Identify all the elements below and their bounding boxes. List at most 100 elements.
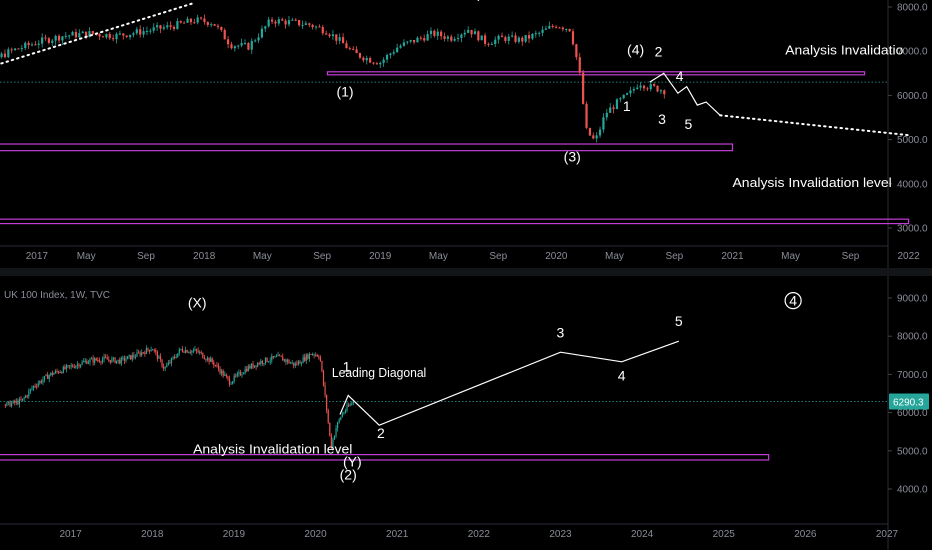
candle-body xyxy=(332,439,334,448)
wave-label: (Y) xyxy=(343,453,362,469)
candle-body xyxy=(125,35,128,38)
candle-body xyxy=(571,31,575,45)
candle-body xyxy=(41,37,44,44)
candle-body xyxy=(172,357,174,359)
wave-label: 3 xyxy=(658,111,666,127)
candle-body xyxy=(286,360,289,362)
candle-body xyxy=(615,99,619,110)
candle-body xyxy=(284,20,287,25)
candle-body xyxy=(18,399,21,405)
candle-body xyxy=(68,365,71,367)
candle-body xyxy=(210,24,213,26)
candle-body xyxy=(178,349,180,354)
x-tick-label: Sep xyxy=(137,251,155,262)
candle-body xyxy=(285,359,287,362)
x-tick-label: Sep xyxy=(489,251,507,262)
candle-body xyxy=(316,354,318,357)
candle-body xyxy=(200,352,202,354)
candle-body xyxy=(337,422,339,429)
candle-body xyxy=(642,85,646,89)
y-tick-label: 6000.0 xyxy=(897,408,928,419)
wave-projection-path xyxy=(649,72,721,116)
candle-body xyxy=(74,31,78,38)
candle-body xyxy=(544,28,548,30)
candle-body xyxy=(210,358,212,362)
candle-body xyxy=(283,359,285,361)
x-tick-label: 2022 xyxy=(468,529,491,540)
candle-body xyxy=(252,363,254,368)
candle-body xyxy=(109,359,111,363)
candle-body xyxy=(319,357,321,361)
candle-body xyxy=(10,403,13,407)
candle-body xyxy=(497,35,500,40)
candle-body xyxy=(565,28,568,30)
candle-body xyxy=(296,363,298,365)
candle-body xyxy=(184,349,187,353)
candle-body xyxy=(235,375,237,377)
candle-body xyxy=(249,366,251,369)
candle-body xyxy=(111,358,113,363)
candle-body xyxy=(379,62,382,65)
candle-body xyxy=(382,59,385,63)
candle-body xyxy=(527,35,531,39)
candle-body xyxy=(40,381,42,383)
candle-body xyxy=(341,37,345,44)
candle-body xyxy=(108,359,110,361)
candle-body xyxy=(443,36,446,39)
candle-body xyxy=(70,365,72,367)
candle-body xyxy=(7,401,10,403)
candle-body xyxy=(144,352,146,354)
candle-body xyxy=(264,26,267,29)
candle-body xyxy=(595,135,598,139)
candle-body xyxy=(327,409,329,423)
candle-body xyxy=(216,365,218,367)
candle-body xyxy=(192,350,195,352)
x-tick-label: 2020 xyxy=(545,251,568,262)
candle-body xyxy=(65,365,68,370)
last-price-badge xyxy=(889,393,929,410)
candle-body xyxy=(213,24,216,26)
candle-body xyxy=(17,400,19,405)
candle-body xyxy=(392,52,395,54)
candle-body xyxy=(148,349,151,352)
x-tick-label: 2027 xyxy=(876,529,899,540)
candle-body xyxy=(310,353,312,355)
candle-body xyxy=(189,18,193,23)
candle-body xyxy=(186,349,188,353)
candle-body xyxy=(3,53,7,58)
candle-body xyxy=(578,57,581,73)
candle-body xyxy=(568,28,571,32)
candle-body xyxy=(175,357,177,359)
candle-body xyxy=(20,48,23,50)
wave-label: (1) xyxy=(336,83,353,99)
candle-body xyxy=(548,26,551,29)
wave-label: ( xyxy=(475,0,480,1)
candle-body xyxy=(120,357,122,364)
candle-body xyxy=(181,349,184,352)
candle-body xyxy=(639,85,642,88)
candle-body xyxy=(83,361,85,363)
candle-body xyxy=(91,31,94,34)
candle-body xyxy=(247,366,249,372)
candle-body xyxy=(302,357,304,364)
candle-body xyxy=(206,357,209,360)
candle-body xyxy=(81,361,83,365)
invalidation-zone xyxy=(0,218,910,225)
panel-divider[interactable] xyxy=(0,268,932,276)
candle-body xyxy=(75,365,77,368)
candle-body xyxy=(416,37,419,43)
candle-body xyxy=(254,40,257,42)
x-tick-label: 2019 xyxy=(369,251,392,262)
candle-body xyxy=(592,135,595,139)
candle-body xyxy=(189,352,191,354)
candle-body xyxy=(531,33,534,39)
wave-projection-path xyxy=(339,340,680,426)
x-tick-label: 2024 xyxy=(631,529,654,540)
candle-body xyxy=(57,35,61,41)
candle-body xyxy=(646,88,649,90)
candle-body xyxy=(264,357,267,364)
candle-body xyxy=(460,34,463,38)
candle-body xyxy=(152,349,154,351)
wave-label: (X) xyxy=(188,295,207,311)
candle-body xyxy=(145,348,147,354)
